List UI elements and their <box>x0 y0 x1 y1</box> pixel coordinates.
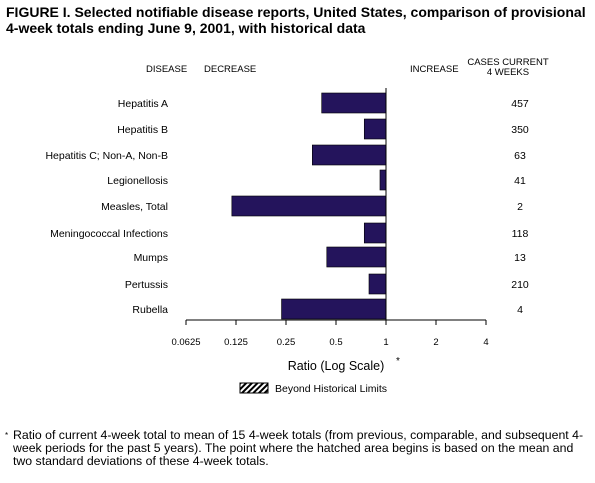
bar <box>321 92 387 114</box>
category-label: Hepatitis C; Non-A, Non-B <box>45 150 168 162</box>
x-axis-label-mark: * <box>396 356 400 367</box>
footnote: Ratio of current 4-week total to mean of… <box>13 428 584 468</box>
bar <box>326 246 387 268</box>
cases-value: 63 <box>514 150 526 162</box>
x-tick-label: 0.0625 <box>171 337 200 348</box>
bar <box>281 298 387 320</box>
x-tick-label: 1 <box>383 337 388 348</box>
increase-label: INCREASE <box>410 64 459 75</box>
category-label: Legionellosis <box>107 175 168 187</box>
legend-hatch-swatch <box>239 382 269 394</box>
category-label: Mumps <box>134 252 168 264</box>
cases-column-header: CASES CURRENT 4 WEEKS <box>462 58 554 78</box>
legend-label: Beyond Historical Limits <box>275 383 387 395</box>
bar <box>312 144 387 166</box>
x-tick-label: 4 <box>483 337 488 348</box>
cases-header-line2: 4 WEEKS <box>486 67 530 78</box>
cases-value: 41 <box>514 175 526 187</box>
cases-value: 118 <box>512 228 529 240</box>
decrease-label: DECREASE <box>204 64 257 75</box>
cases-value: 350 <box>511 124 529 136</box>
category-label: Hepatitis A <box>118 98 168 110</box>
footnote-mark: * <box>5 431 9 440</box>
bar <box>368 273 387 295</box>
x-axis-label: Ratio (Log Scale) <box>288 359 385 373</box>
cases-value: 2 <box>517 201 523 213</box>
bar <box>363 222 387 244</box>
cases-header-line1: CASES CURRENT <box>467 57 549 68</box>
x-tick-label: 0.5 <box>329 337 342 348</box>
bar <box>363 118 387 140</box>
cases-value: 13 <box>514 252 526 264</box>
category-label: Rubella <box>132 304 168 316</box>
bar <box>379 169 387 191</box>
category-label: Pertussis <box>125 279 168 291</box>
disease-column-header: DISEASE <box>146 64 188 75</box>
category-label: Hepatitis B <box>117 124 168 136</box>
category-label: Meningococcal Infections <box>50 228 168 240</box>
cases-value: 4 <box>517 304 523 316</box>
x-tick-label: 0.125 <box>224 337 248 348</box>
figure-title: FIGURE I. Selected notifiable disease re… <box>6 4 586 36</box>
cases-value: 457 <box>511 98 529 110</box>
x-tick-label: 0.25 <box>277 337 296 348</box>
category-label: Measles, Total <box>101 201 168 213</box>
bar <box>231 195 387 217</box>
x-tick-label: 2 <box>433 337 438 348</box>
cases-value: 210 <box>511 279 529 291</box>
